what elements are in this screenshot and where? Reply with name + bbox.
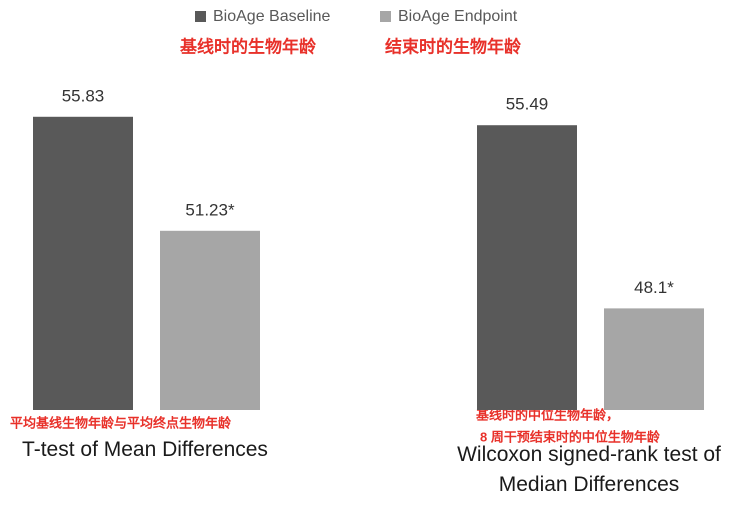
annotation: 基线时的生物年龄 <box>179 36 317 56</box>
bar <box>33 116 133 410</box>
value-label: 51.23* <box>185 200 235 219</box>
bar <box>160 230 260 410</box>
annotation: 8 周干预结束时的中位生物年龄 <box>480 429 661 444</box>
value-label: 48.1* <box>634 278 674 297</box>
annotation: 结束时的生物年龄 <box>385 36 522 56</box>
value-label: 55.49 <box>506 95 549 114</box>
x-tick-label: Wilcoxon signed-rank test of Median Diff… <box>457 443 721 496</box>
bar <box>604 308 704 410</box>
annotation: 基线时的中位生物年龄， <box>475 407 619 422</box>
legend-swatch <box>195 11 206 22</box>
x-tick-label: T-test of Mean Differences <box>22 438 268 461</box>
legend-swatch <box>380 11 391 22</box>
legend-label: BioAge Baseline <box>213 8 331 25</box>
value-label: 55.83 <box>62 86 105 105</box>
legend-label: BioAge Endpoint <box>398 8 518 25</box>
annotation: 平均基线生物年龄与平均终点生物年龄 <box>10 415 232 430</box>
bar <box>477 125 577 410</box>
